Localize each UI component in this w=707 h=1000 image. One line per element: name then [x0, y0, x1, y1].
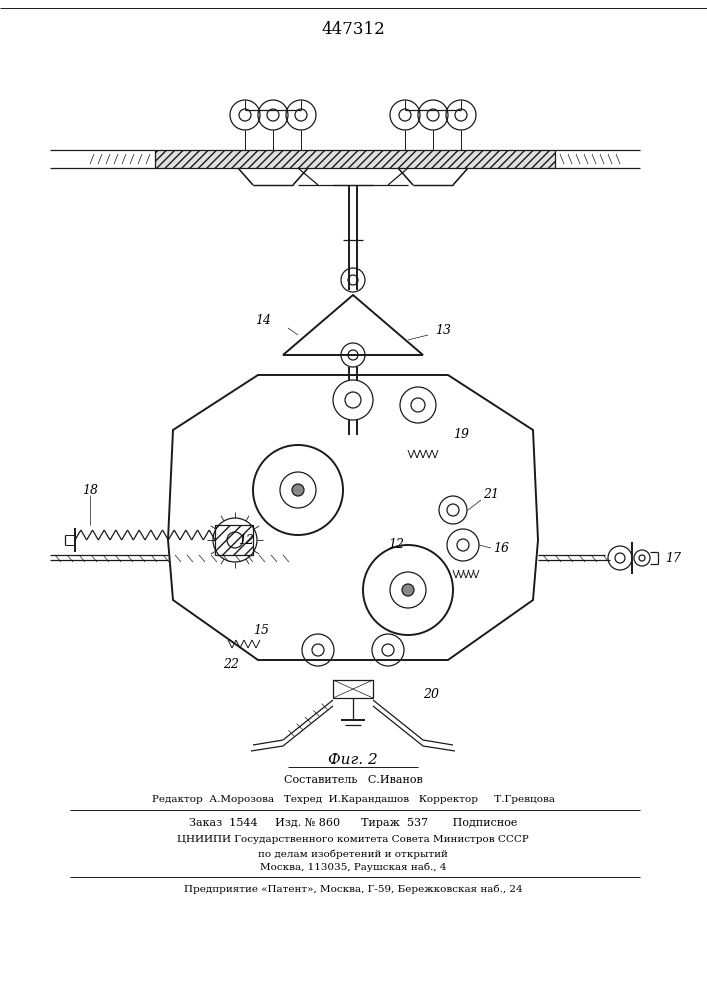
Text: Москва, 113035, Раушская наб., 4: Москва, 113035, Раушская наб., 4 — [259, 862, 446, 872]
Text: 22: 22 — [223, 658, 239, 672]
Text: 13: 13 — [435, 324, 451, 336]
Text: 447312: 447312 — [321, 21, 385, 38]
Text: Предприятие «Патент», Москва, Г-59, Бережковская наб., 24: Предприятие «Патент», Москва, Г-59, Бере… — [184, 884, 522, 894]
Text: Редактор  А.Морозова   Техред  И.Карандашов   Корректор     Т.Гревцова: Редактор А.Морозова Техред И.Карандашов … — [151, 796, 554, 804]
Text: 21: 21 — [483, 488, 499, 502]
Text: Заказ  1544     Изд. № 860      Тираж  537       Подписное: Заказ 1544 Изд. № 860 Тираж 537 Подписно… — [189, 818, 518, 828]
Text: 14: 14 — [255, 314, 271, 326]
Text: ЦНИИПИ Государственного комитета Совета Министров СССР: ЦНИИПИ Государственного комитета Совета … — [177, 836, 529, 844]
Text: 20: 20 — [423, 688, 439, 702]
Circle shape — [292, 484, 304, 496]
Text: 15: 15 — [253, 624, 269, 637]
Bar — [215, 525, 253, 555]
Text: 16: 16 — [493, 542, 509, 554]
Text: 19: 19 — [453, 428, 469, 442]
Bar — [333, 680, 373, 698]
Text: по делам изобретений и открытий: по делам изобретений и открытий — [258, 849, 448, 859]
Text: Фиг. 2: Фиг. 2 — [328, 753, 378, 767]
Text: Составитель   С.Иванов: Составитель С.Иванов — [284, 775, 422, 785]
Text: 12: 12 — [238, 534, 254, 546]
Text: 17: 17 — [665, 552, 681, 564]
Circle shape — [402, 584, 414, 596]
Text: 12: 12 — [388, 538, 404, 552]
Bar — [155, 150, 555, 168]
Text: 18: 18 — [82, 484, 98, 496]
